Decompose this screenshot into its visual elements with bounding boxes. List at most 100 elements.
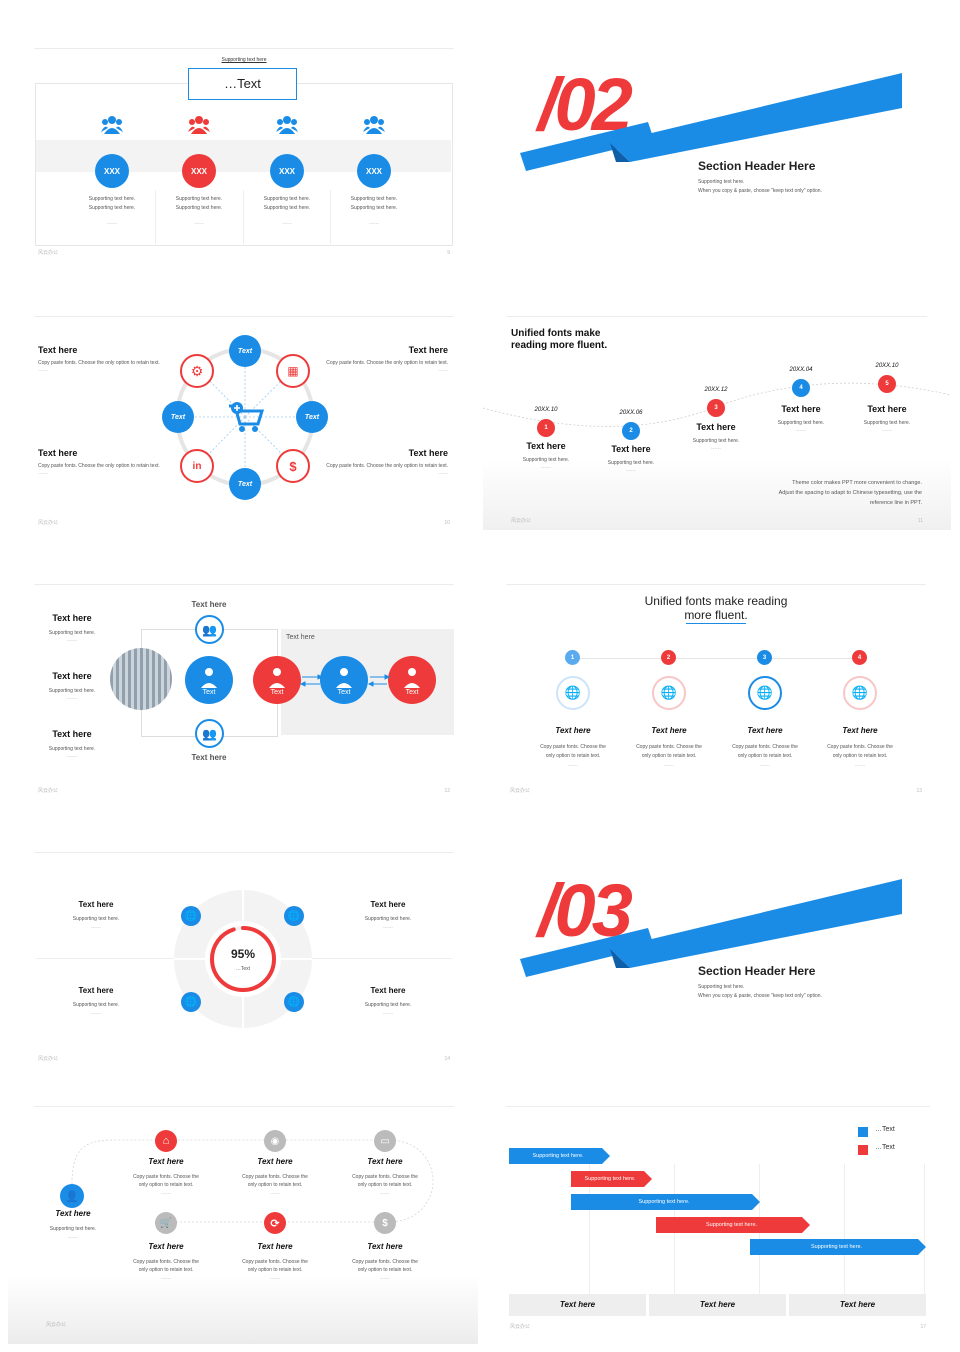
slide-section-03: /03 Section Header Here Supporting text … [506,836,926,1066]
step-number: 2 [661,650,676,665]
section-support: Supporting text here. [698,179,745,185]
column-divider [155,190,156,244]
ellipsis: …… [270,1275,280,1281]
item-title: Text here [555,726,591,735]
start-body: Supporting text here. [49,1226,97,1232]
title-underline [686,623,746,624]
page-number: 10 [444,520,450,526]
ellipsis: …… [194,220,204,226]
node-right: Text [296,401,328,433]
column-label: Text here [649,1294,786,1316]
page-number: 17 [920,1324,926,1330]
page-number: 9 [447,250,450,256]
point-marker: 3 [707,399,725,417]
left-title: Text here [52,671,92,681]
linkedin-icon: in [180,449,214,483]
point-date: 20XX.10 [534,407,558,413]
node-left: Text [162,401,194,433]
card-icon: ▭ [374,1130,396,1152]
block-title: Text here [370,900,406,909]
ellipsis: …… [882,427,892,433]
step-number: 1 [565,650,580,665]
page-number: 12 [444,788,450,794]
dollar-icon: $ [276,449,310,483]
column-divider [330,190,331,244]
flow-arrows [201,668,420,688]
legend-label: …Text [875,1126,895,1133]
cart-icon [229,402,265,432]
title-box: …Text [188,68,297,100]
left-title: Text here [52,613,92,623]
ellipsis: …… [107,220,117,226]
legend-swatch-blue [858,1127,868,1137]
ellipsis: …… [760,762,770,768]
legend-swatch-red [858,1145,868,1155]
footer-brand: 风云办公 [38,250,59,256]
globe-icon: 🌐 [181,992,201,1012]
camera-icon: ◉ [264,1130,286,1152]
item-body: only option to retain text. [832,753,888,759]
ellipsis: …… [270,1190,280,1196]
bar-label: Supporting text here. [584,1176,636,1182]
point-title: Text here [526,441,566,451]
ellipsis: …… [282,220,292,226]
globe-icon: 🌐 [181,906,201,926]
footer-brand: 风云办公 [38,1056,59,1062]
footer-brand: 风云办公 [510,1324,531,1330]
ellipsis: …… [626,467,636,473]
block-title: Text here [38,345,78,355]
blue-ribbon [520,879,902,977]
globe-icon: 🌐 [843,676,877,710]
user-icon: 👤 [60,1184,84,1208]
support-text: Supporting text here. [350,196,398,202]
ellipsis: …… [161,1275,171,1281]
grid-line [589,1164,590,1294]
connector-line [574,658,860,659]
item-title: Text here [148,1157,184,1166]
point-body: Supporting text here. [863,420,911,426]
item-body: Copy paste fonts. Choose the [352,1174,418,1180]
users-icon [101,116,123,134]
ellipsis: …… [383,1010,393,1016]
point-title: Text here [867,404,907,414]
note-line: Theme color makes PPT more convenient to… [792,480,922,486]
badge-circle: XXX [357,154,391,188]
top-link[interactable]: Supporting text here [221,57,267,63]
ellipsis: …… [67,695,77,701]
item-body: only option to retain text. [737,753,793,759]
block-title: Text here [408,448,448,458]
item-title: Text here [257,1157,293,1166]
title-line: more fluent. [684,608,748,622]
ellipsis: …… [438,367,448,373]
flow-circle: Text [388,656,436,704]
ellipsis: …… [855,762,865,768]
section-support: When you copy & paste, choose "keep text… [698,993,822,999]
item-title: Text here [367,1157,403,1166]
block-body: Supporting text here. [72,1002,120,1008]
ellipsis: …… [380,1190,390,1196]
item-body: Copy paste fonts. Choose the [540,744,606,750]
slide-10: Text here Copy paste fonts. Choose the o… [34,300,454,530]
item-body: only option to retain text. [357,1182,413,1188]
item-title: Text here [747,726,783,735]
slide-17: …Text …Text Supporting text here. Suppor… [506,1104,930,1334]
badge-circle: XXX [270,154,304,188]
globe-icon: 🌐 [652,676,686,710]
ellipsis: …… [664,762,674,768]
point-body: Supporting text here. [607,460,655,466]
title-line: Unified fonts make reading [644,594,788,608]
section-number: /03 [538,869,633,952]
column-label: Text here [509,1294,646,1316]
percent-arc [210,926,276,992]
gear-icon: ⚙ [180,354,214,388]
block-body: Copy paste fonts. Choose the only option… [38,463,160,469]
item-body: Copy paste fonts. Choose the [242,1259,308,1265]
section-support: Supporting text here. [698,984,745,990]
item-title: Text here [651,726,687,735]
page-number: 14 [444,1056,450,1062]
point-body: Supporting text here. [522,457,570,463]
ellipsis: …… [796,427,806,433]
step-number: 3 [757,650,772,665]
home-icon: ⌂ [155,1130,177,1152]
item-body: only option to retain text. [247,1267,303,1273]
